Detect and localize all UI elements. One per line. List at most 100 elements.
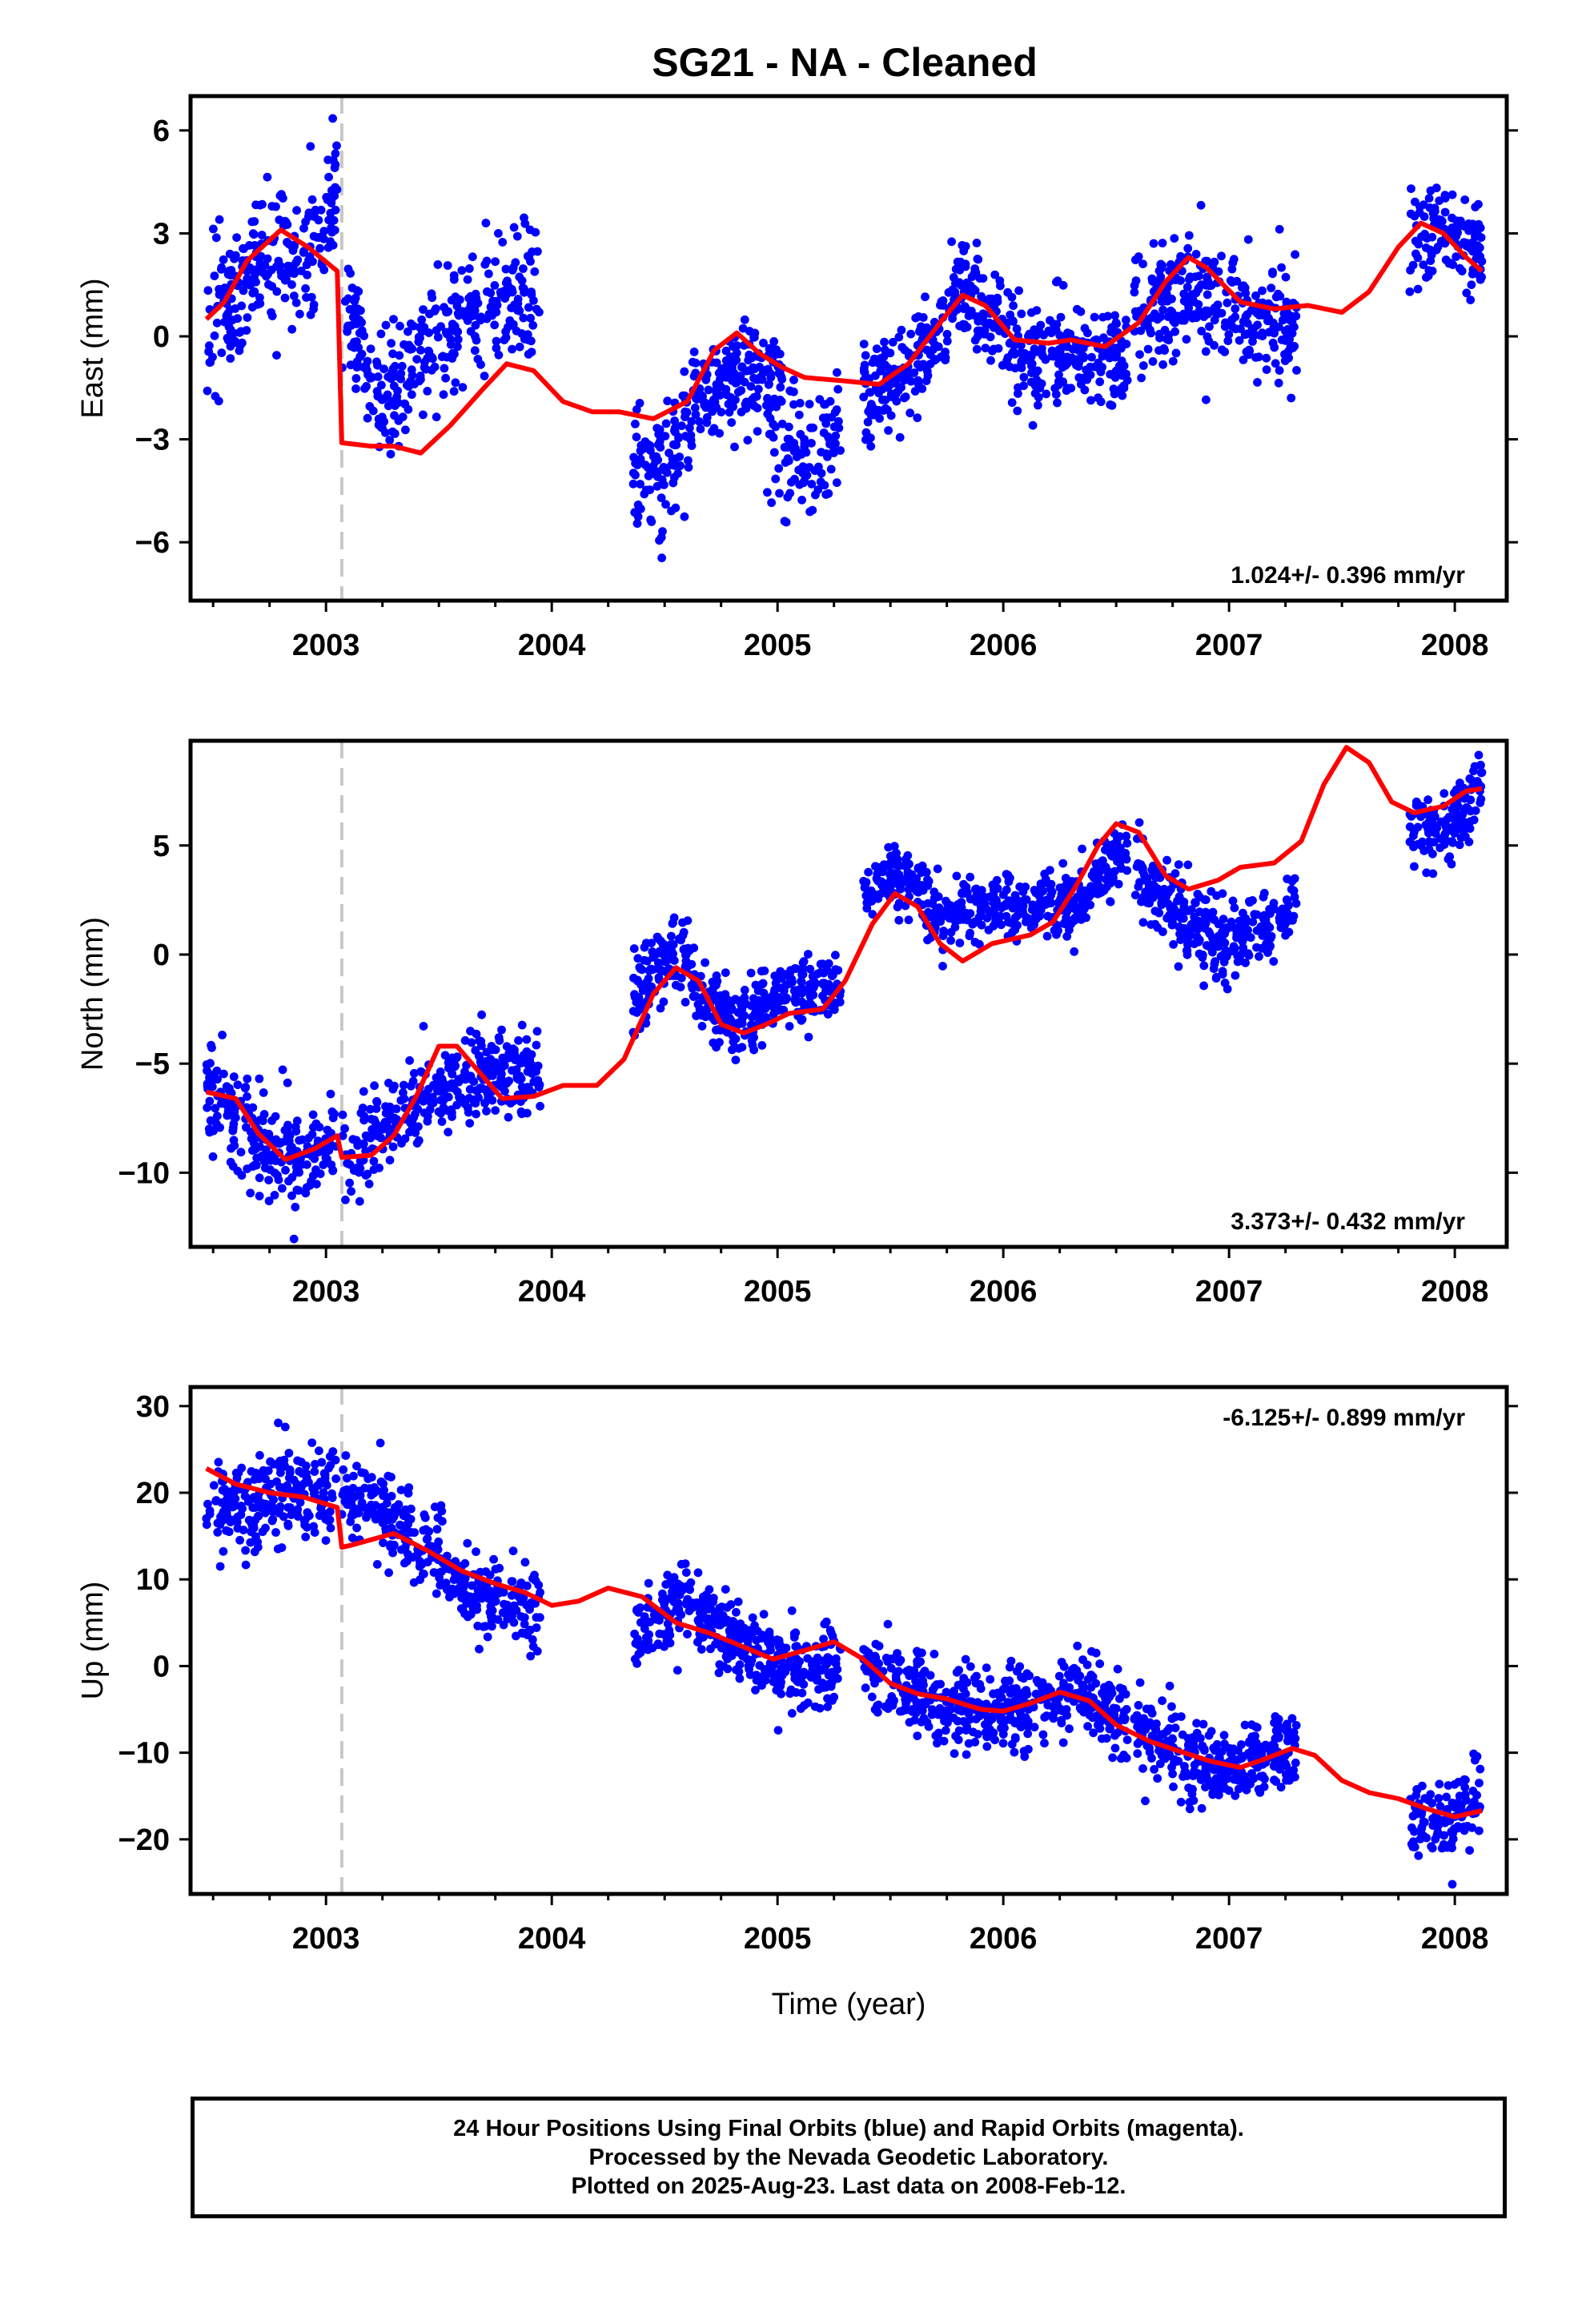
data-point [1170,912,1180,921]
data-point [295,309,304,319]
data-point [476,360,485,369]
data-point [785,435,794,444]
data-point [524,350,533,359]
data-point [444,1092,453,1102]
data-point [377,1502,387,1512]
data-point [237,1463,247,1473]
data-point [371,1127,380,1136]
data-point [928,1705,937,1715]
data-point [1243,235,1253,244]
data-point [466,1072,476,1080]
data-point [1413,253,1423,263]
data-point [1447,837,1457,846]
data-point [1159,344,1169,353]
data-point [1192,916,1201,925]
data-point [299,247,308,256]
data-point [275,215,284,224]
data-point [475,313,484,323]
data-point [740,315,749,324]
data-point [1060,919,1069,927]
data-point [799,957,809,966]
data-point [923,935,932,945]
data-point [284,1474,294,1482]
data-point [680,367,689,376]
y-tick-label: 0 [153,939,170,972]
data-point [247,1134,256,1144]
data-point [1164,887,1173,897]
data-point [464,1596,473,1606]
data-point [370,1483,379,1492]
data-point [508,1546,518,1556]
data-point [297,1160,307,1169]
data-point [536,1613,544,1622]
data-point [1435,196,1444,205]
data-point [1409,840,1419,850]
data-point [731,1055,741,1064]
data-point [283,220,292,229]
data-point [769,1009,778,1019]
data-point [1173,312,1182,321]
data-point [426,1094,436,1103]
data-point [464,1108,473,1117]
data-point [513,295,523,304]
data-point [947,237,956,247]
data-point [272,351,281,360]
data-point [1243,319,1252,328]
data-point [404,1550,412,1558]
data-point [787,1606,797,1615]
data-point [757,1681,766,1691]
data-point [424,1526,434,1536]
data-point [970,264,980,273]
data-point [937,297,946,307]
data-point [1447,213,1456,223]
data-point [432,326,441,335]
data-point [1086,396,1095,405]
data-point [460,1067,469,1076]
data-point [717,1602,726,1611]
data-point [670,416,679,425]
data-point [881,861,891,870]
data-point [895,432,905,442]
data-point [630,990,639,999]
data-point [217,264,226,274]
data-point [1066,384,1076,393]
data-point [1265,943,1275,952]
data-point [677,1610,686,1619]
data-point [1010,350,1019,359]
data-point [255,1074,264,1084]
data-point [879,352,889,361]
data-point [363,413,372,423]
data-point [747,1631,757,1640]
data-point [211,233,221,243]
data-point [1116,344,1126,353]
data-point [1170,327,1179,336]
points-east [203,114,1487,563]
data-point [993,293,1002,303]
data-point [455,1583,464,1593]
data-point [1107,401,1117,410]
data-point [202,1060,211,1069]
data-point [887,379,897,388]
data-point [1006,310,1015,320]
data-point [1292,366,1301,375]
data-point [1235,956,1245,965]
data-point [1464,837,1474,846]
data-point [437,1567,446,1576]
data-point [737,363,746,372]
data-point [400,1558,409,1568]
data-point [905,408,915,418]
data-point [349,1471,358,1481]
data-point [653,1639,663,1649]
data-point [284,1136,294,1146]
data-point [497,1025,506,1035]
data-point [797,496,806,505]
data-point [893,868,901,878]
data-point [401,1505,411,1514]
data-point [1138,918,1148,927]
data-point [470,346,480,356]
data-point [823,1694,832,1703]
data-point [818,959,827,968]
y-tick-label: 5 [153,830,170,863]
data-point [1426,186,1435,195]
